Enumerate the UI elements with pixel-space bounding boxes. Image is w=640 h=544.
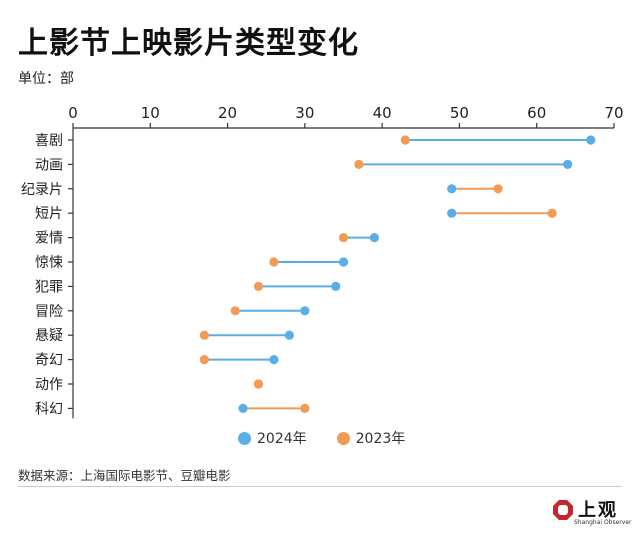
point-2023 bbox=[269, 257, 279, 267]
divider bbox=[18, 486, 622, 487]
x-tick-label: 70 bbox=[604, 104, 623, 122]
point-2023 bbox=[354, 159, 364, 169]
category-label: 短片 bbox=[35, 206, 63, 222]
point-2024 bbox=[563, 159, 573, 169]
x-tick-label: 50 bbox=[450, 104, 469, 122]
point-2024 bbox=[284, 330, 294, 340]
category-label: 科幻 bbox=[35, 401, 63, 417]
point-2023 bbox=[253, 281, 264, 291]
legend-swatch-2023 bbox=[336, 431, 350, 445]
point-2023 bbox=[253, 379, 264, 389]
point-2024 bbox=[447, 208, 457, 218]
logo-text: 上观 bbox=[578, 500, 618, 521]
point-2023 bbox=[400, 135, 410, 145]
point-2024 bbox=[338, 257, 349, 267]
point-2024 bbox=[369, 233, 380, 243]
data-source: 数据来源：上海国际电影节、豆瓣电影 bbox=[18, 468, 231, 483]
category-label: 动画 bbox=[35, 157, 63, 173]
category-label: 动作 bbox=[35, 377, 63, 393]
legend-label-2023: 2023年 bbox=[355, 431, 406, 447]
point-2023 bbox=[199, 355, 209, 365]
x-tick-label: 40 bbox=[373, 104, 392, 122]
point-2024 bbox=[331, 281, 341, 291]
category-label: 惊悚 bbox=[35, 255, 63, 271]
x-tick-label: 0 bbox=[68, 104, 78, 122]
legend-item-2024: 2024年 bbox=[238, 428, 307, 448]
point-2023 bbox=[300, 403, 310, 413]
logo-octagon-icon bbox=[553, 500, 573, 520]
category-label: 喜剧 bbox=[35, 133, 63, 149]
point-2023 bbox=[338, 233, 349, 243]
point-2023 bbox=[199, 330, 209, 340]
legend-label-2024: 2024年 bbox=[257, 431, 307, 447]
logo-subtext: Shanghai Observer bbox=[574, 519, 632, 526]
x-tick-label: 20 bbox=[218, 104, 237, 122]
legend-item-2023: 2023年 bbox=[336, 428, 406, 448]
x-tick-label: 30 bbox=[295, 104, 314, 122]
category-label: 奇幻 bbox=[35, 352, 63, 369]
point-2024 bbox=[269, 355, 279, 365]
brand-logo: 上观 Shanghai Observer bbox=[552, 497, 631, 527]
chart-title: 上影节上映影片类型变化 bbox=[18, 26, 359, 61]
point-2024 bbox=[586, 135, 596, 145]
x-tick-label: 10 bbox=[141, 104, 160, 122]
point-2024 bbox=[447, 184, 457, 194]
category-label: 爱情 bbox=[35, 231, 63, 247]
point-2024 bbox=[300, 306, 310, 316]
category-label: 纪录片 bbox=[21, 182, 63, 198]
x-tick-label: 60 bbox=[527, 104, 546, 122]
category-label: 冒险 bbox=[35, 304, 63, 320]
point-2023 bbox=[230, 306, 240, 316]
point-2023 bbox=[547, 208, 557, 218]
legend: 2024年 2023年 bbox=[238, 428, 405, 448]
category-label: 悬疑 bbox=[35, 328, 63, 344]
unit-label: 单位：部 bbox=[18, 71, 74, 87]
point-2024 bbox=[238, 403, 248, 413]
legend-swatch-2024 bbox=[238, 431, 251, 445]
point-2023 bbox=[493, 184, 503, 194]
category-label: 犯罪 bbox=[35, 279, 63, 295]
